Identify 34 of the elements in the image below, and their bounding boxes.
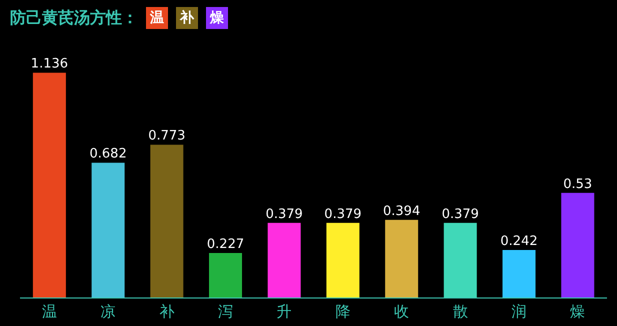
data-label: 0.379 bbox=[266, 206, 303, 222]
data-label: 0.227 bbox=[206, 236, 244, 252]
x-tick-label: 燥 bbox=[570, 302, 586, 321]
x-tick-label: 温 bbox=[42, 302, 57, 321]
bar bbox=[502, 250, 536, 298]
x-tick-label: 凉 bbox=[100, 302, 116, 321]
bar bbox=[268, 222, 301, 298]
bar bbox=[326, 222, 360, 298]
x-tick-label: 补 bbox=[159, 302, 174, 321]
x-tick-label: 收 bbox=[394, 302, 410, 321]
bar bbox=[444, 222, 477, 298]
text: 燥 bbox=[206, 7, 228, 29]
x-tick-label: 降 bbox=[335, 302, 350, 321]
data-label: 0.379 bbox=[442, 206, 479, 222]
chart-title: 防己黄芪汤方性： bbox=[10, 8, 138, 28]
data-label: 1.136 bbox=[30, 56, 68, 72]
bar bbox=[209, 252, 242, 298]
x-tick-label: 润 bbox=[511, 302, 526, 321]
bar bbox=[150, 144, 184, 298]
bar bbox=[92, 162, 125, 298]
data-label: 0.53 bbox=[563, 176, 592, 192]
data-label: 0.773 bbox=[148, 128, 186, 144]
text: 温 bbox=[146, 7, 168, 29]
x-tick-label: 升 bbox=[276, 302, 292, 321]
data-label: 0.379 bbox=[324, 206, 362, 222]
x-tick-label: 泻 bbox=[218, 302, 233, 321]
bar bbox=[561, 192, 594, 298]
bar bbox=[385, 220, 418, 298]
text: 补 bbox=[176, 7, 198, 29]
data-label: 0.242 bbox=[500, 234, 538, 250]
data-label: 0.394 bbox=[383, 204, 420, 219]
bar bbox=[32, 72, 66, 298]
data-label: 0.682 bbox=[90, 146, 127, 162]
x-tick-label: 散 bbox=[452, 302, 468, 321]
